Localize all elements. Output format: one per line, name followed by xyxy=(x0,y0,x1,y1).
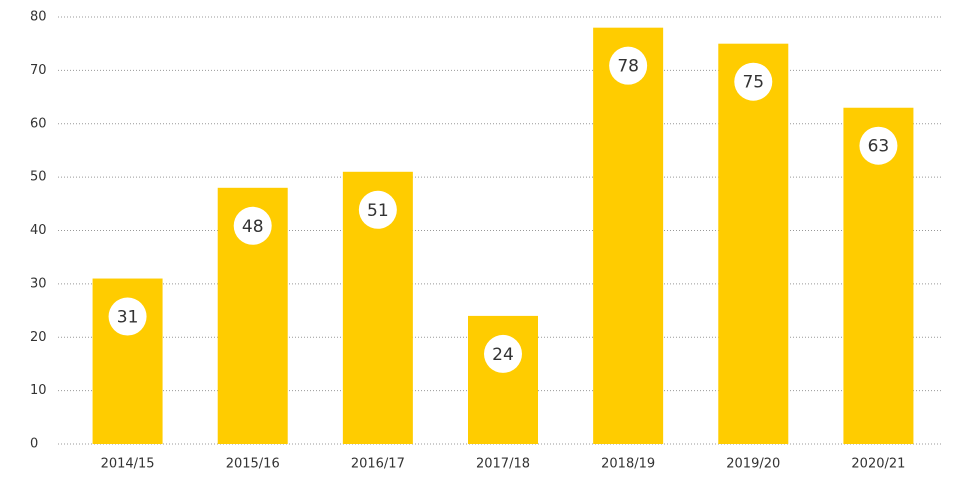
value-label-bg xyxy=(859,126,898,165)
y-tick-label: 50 xyxy=(30,170,47,185)
y-tick-label: 60 xyxy=(30,116,47,131)
y-tick-label: 0 xyxy=(30,437,38,452)
y-tick-label: 20 xyxy=(30,330,47,345)
y-tick-label: 70 xyxy=(30,63,47,78)
value-label: 78 xyxy=(617,57,639,77)
value-label-bg xyxy=(484,334,522,373)
y-tick-label: 80 xyxy=(30,10,47,25)
y-tick-label: 10 xyxy=(30,383,47,398)
x-tick-label: 2018/19 xyxy=(601,457,655,472)
value-label: 51 xyxy=(367,201,389,221)
value-label-bg xyxy=(233,206,272,245)
x-tick-label: 2016/17 xyxy=(351,457,405,472)
y-tick-label: 40 xyxy=(30,223,47,238)
value-label-bg xyxy=(108,297,147,336)
value-label: 48 xyxy=(242,217,264,237)
x-tick-label: 2020/21 xyxy=(851,457,905,472)
value-label-bg xyxy=(358,190,397,229)
bar xyxy=(718,43,789,444)
value-label: 63 xyxy=(868,137,890,157)
x-tick-label: 2017/18 xyxy=(476,457,530,472)
value-label-bg xyxy=(609,46,648,85)
value-label: 31 xyxy=(117,308,139,328)
x-tick-label: 2019/20 xyxy=(726,457,780,472)
value-label: 24 xyxy=(492,345,514,365)
y-tick-label: 30 xyxy=(30,276,47,291)
x-tick-label: 2015/16 xyxy=(226,457,280,472)
value-label: 75 xyxy=(742,73,764,93)
value-label-bg xyxy=(734,62,773,101)
bar xyxy=(593,27,664,445)
x-tick-label: 2014/15 xyxy=(101,457,155,472)
